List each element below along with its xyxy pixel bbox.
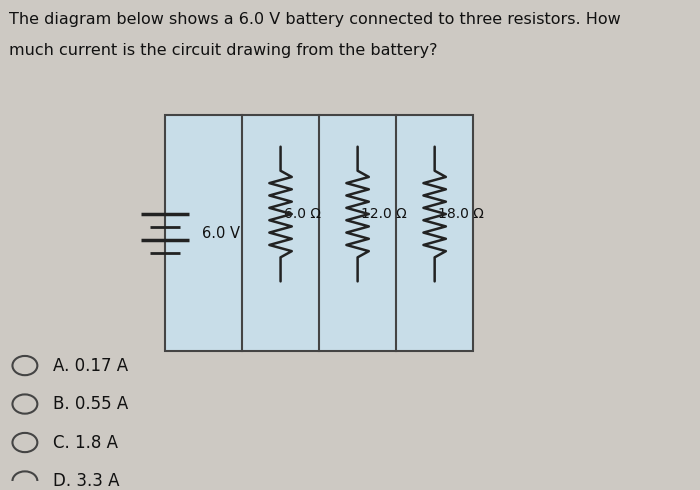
Bar (165, 116, 473, 351)
Text: 6.0 Ω: 6.0 Ω (284, 207, 321, 221)
Text: C. 1.8 A: C. 1.8 A (53, 434, 118, 451)
Text: 12.0 Ω: 12.0 Ω (360, 207, 407, 221)
Text: 6.0 V: 6.0 V (202, 226, 240, 241)
Text: much current is the circuit drawing from the battery?: much current is the circuit drawing from… (9, 43, 438, 58)
Text: The diagram below shows a 6.0 V battery connected to three resistors. How: The diagram below shows a 6.0 V battery … (9, 12, 621, 27)
Text: B. 0.55 A: B. 0.55 A (53, 395, 128, 413)
Text: D. 3.3 A: D. 3.3 A (53, 472, 120, 490)
Text: A. 0.17 A: A. 0.17 A (53, 357, 128, 374)
Text: 18.0 Ω: 18.0 Ω (438, 207, 484, 221)
